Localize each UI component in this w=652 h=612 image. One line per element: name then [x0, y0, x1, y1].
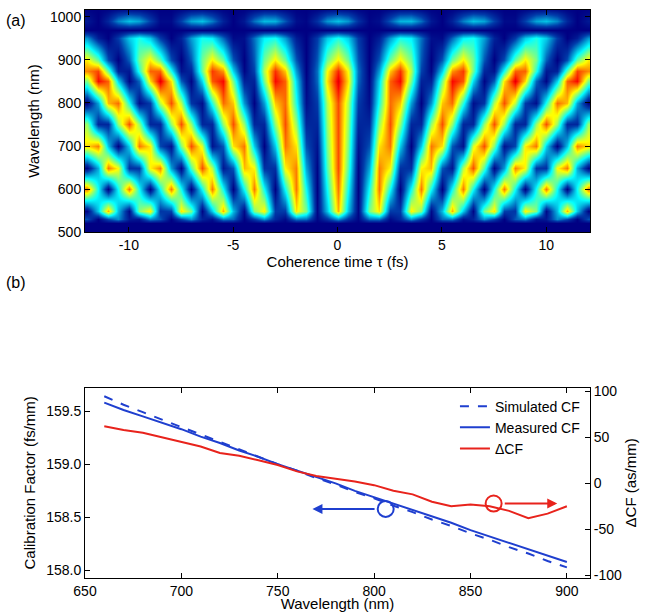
svg-text:Measured CF: Measured CF — [495, 420, 580, 436]
svg-text:-50: -50 — [594, 521, 614, 537]
svg-text:ΔCF: ΔCF — [495, 441, 523, 457]
svg-text:0: 0 — [334, 237, 342, 253]
svg-text:800: 800 — [362, 583, 386, 599]
svg-text:5: 5 — [438, 237, 446, 253]
svg-text:900: 900 — [555, 583, 579, 599]
svg-text:-10: -10 — [119, 237, 139, 253]
svg-text:Wavelength (nm): Wavelength (nm) — [281, 595, 395, 612]
svg-text:158.5: 158.5 — [46, 509, 81, 525]
svg-text:500: 500 — [58, 224, 82, 240]
svg-text:600: 600 — [58, 181, 82, 197]
svg-text:100: 100 — [594, 383, 618, 399]
svg-text:800: 800 — [58, 95, 82, 111]
svg-text:-5: -5 — [227, 237, 240, 253]
svg-text:Calibration Factor (fs/mm): Calibration Factor (fs/mm) — [21, 396, 38, 569]
svg-text:700: 700 — [170, 583, 194, 599]
svg-text:Simulated CF: Simulated CF — [495, 399, 580, 415]
svg-text:900: 900 — [58, 52, 82, 68]
svg-text:Coherence time τ (fs): Coherence time τ (fs) — [267, 253, 409, 270]
svg-text:-100: -100 — [594, 567, 622, 583]
svg-text:700: 700 — [58, 138, 82, 154]
svg-text:159.0: 159.0 — [46, 456, 81, 472]
svg-text:1000: 1000 — [50, 9, 81, 25]
svg-text:850: 850 — [459, 583, 483, 599]
svg-text:10: 10 — [538, 237, 554, 253]
svg-text:(a): (a) — [6, 12, 26, 29]
svg-text:750: 750 — [266, 583, 290, 599]
svg-text:159.5: 159.5 — [46, 403, 81, 419]
svg-text:158.0: 158.0 — [46, 562, 81, 578]
svg-text:0: 0 — [594, 475, 602, 491]
svg-text:Wavelength (nm): Wavelength (nm) — [25, 64, 42, 178]
svg-text:ΔCF (as/mm): ΔCF (as/mm) — [622, 438, 639, 527]
svg-text:50: 50 — [594, 429, 610, 445]
svg-text:650: 650 — [73, 583, 97, 599]
svg-text:(b): (b) — [6, 274, 26, 291]
